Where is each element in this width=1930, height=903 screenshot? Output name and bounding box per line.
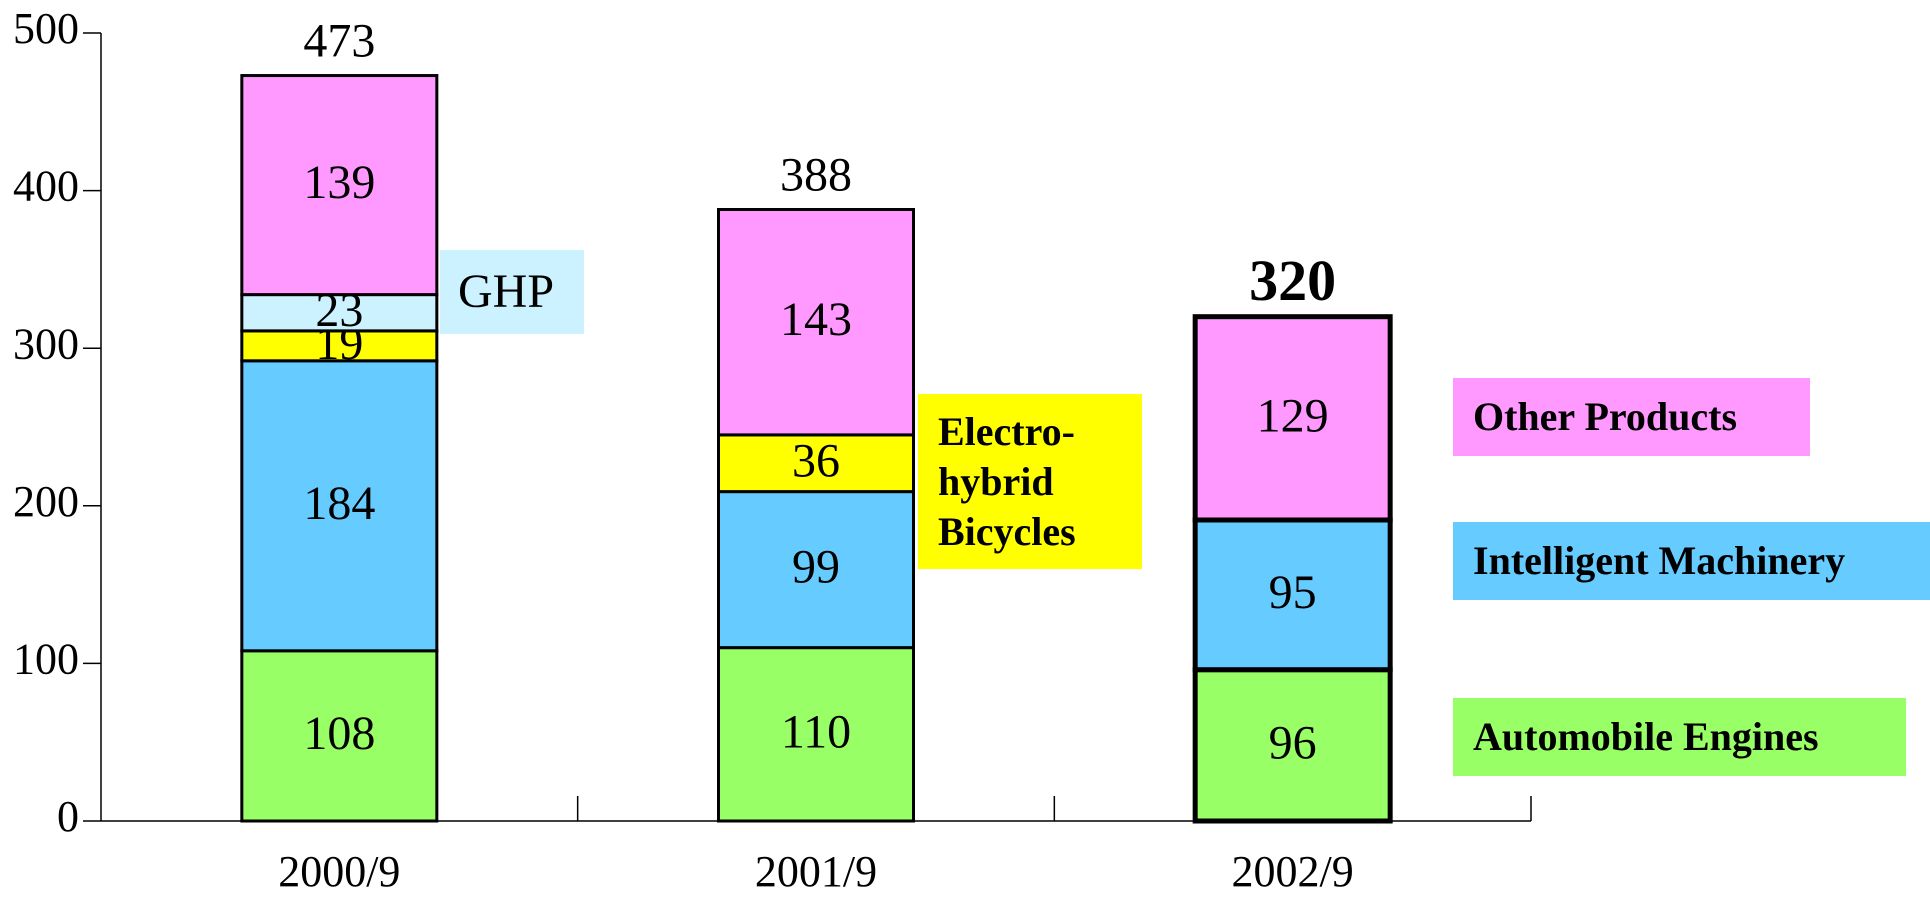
legend-entry: Intelligent Machinery — [1453, 522, 1930, 600]
data-label: 129 — [1257, 389, 1329, 442]
bar-segment — [240, 329, 439, 363]
bar-segment — [717, 490, 915, 650]
total-label: 388 — [780, 149, 852, 202]
data-label: 36 — [792, 434, 840, 487]
legend-entry: Electro-hybrid Bicycles — [918, 394, 1142, 569]
bar-segment — [1192, 314, 1393, 523]
y-tick-label: 300 — [13, 319, 79, 368]
data-label: 95 — [1269, 566, 1317, 619]
bar-segment — [1192, 517, 1393, 673]
data-label: 108 — [303, 707, 375, 760]
bar-segment — [717, 208, 915, 437]
y-tick-label: 0 — [57, 792, 79, 841]
x-tick-label: 2002/9 — [1232, 847, 1354, 896]
data-label: 110 — [781, 705, 851, 758]
y-tick-label: 100 — [13, 634, 79, 683]
data-label: 184 — [303, 477, 375, 530]
x-tick-label: 2001/9 — [755, 847, 877, 896]
data-label: 99 — [792, 541, 840, 594]
total-label: 473 — [303, 15, 375, 68]
legend-entry: Automobile Engines — [1453, 698, 1906, 776]
y-tick-label: 400 — [13, 162, 79, 211]
data-label: 96 — [1269, 716, 1317, 769]
bar-segment — [240, 649, 439, 823]
bar-segment — [240, 74, 439, 297]
bar-segment — [240, 359, 439, 653]
total-label: 320 — [1249, 248, 1336, 313]
bar-segment — [717, 646, 915, 823]
bar-segment — [1192, 667, 1393, 824]
data-label: 139 — [303, 156, 375, 209]
y-tick-label: 200 — [13, 477, 79, 526]
legend-entry: GHP — [440, 250, 584, 334]
legend-entry: Other Products — [1453, 378, 1810, 456]
y-tick-label: 500 — [13, 4, 79, 53]
x-tick-label: 2000/9 — [278, 847, 400, 896]
data-label: 143 — [780, 293, 852, 346]
